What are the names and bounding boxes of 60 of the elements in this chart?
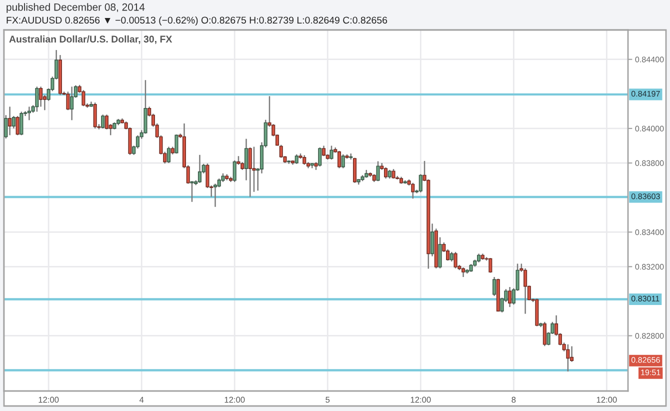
chart-title: Australian Dollar/U.S. Dollar, 30, FX	[9, 35, 172, 44]
x-tick-label: 12:00	[224, 396, 245, 403]
candlestick	[492, 276, 496, 297]
candlestick	[341, 154, 345, 169]
candlestick	[27, 106, 31, 121]
candlestick	[376, 160, 380, 182]
candlestick	[174, 134, 178, 154]
candlestick	[190, 180, 194, 202]
candlestick	[566, 344, 570, 372]
x-tick-label: 5	[326, 396, 330, 403]
candlestick	[337, 150, 342, 169]
annotation: 0.82656	[631, 357, 660, 363]
candlestick	[82, 89, 86, 107]
candlestick	[8, 106, 12, 136]
candlestick	[70, 86, 74, 121]
x-tick-label: 12:00	[38, 396, 59, 403]
candlestick	[430, 223, 434, 257]
candlestick	[166, 146, 170, 164]
x-tick-label: 4	[139, 396, 144, 403]
candlestick	[542, 321, 546, 347]
candlestick	[454, 251, 458, 269]
candlestick	[352, 157, 357, 184]
candlestick	[322, 145, 326, 157]
y-tick-label: 0.83400	[635, 229, 664, 236]
ref-line-label: 0.84197	[631, 90, 660, 97]
candlestick	[93, 102, 97, 130]
y-tick-label: 0.83800	[635, 160, 664, 166]
text: published December 08, 2014	[6, 3, 145, 13]
x-tick-label: 12:00	[596, 396, 617, 403]
candlestick	[438, 236, 442, 269]
y-tick-label: 0.83200	[635, 264, 664, 270]
candlestick	[330, 145, 334, 160]
candlestick	[524, 268, 528, 314]
candlestick	[248, 146, 252, 198]
candlestick	[462, 266, 466, 278]
candlestick	[411, 182, 415, 200]
candlestick	[302, 154, 306, 166]
x-tick-label: 12:00	[410, 396, 431, 403]
candlestick	[450, 251, 454, 262]
x-tick-label: 8	[512, 396, 516, 403]
candlestick	[198, 154, 202, 184]
candlestick	[294, 154, 298, 164]
y-tick-label: 0.84400	[635, 56, 664, 62]
ref-line-label: 0.83011	[631, 296, 660, 302]
candlestick	[244, 138, 248, 181]
candlestick	[20, 111, 24, 136]
candlestick	[101, 114, 105, 130]
y-tick-label: 0.82800	[635, 333, 664, 339]
candlestick	[488, 257, 492, 274]
candlestick	[384, 166, 388, 180]
candlestick	[35, 86, 39, 112]
candlestick	[16, 115, 20, 136]
ref-line-label: 0.83603	[631, 193, 660, 200]
text: 19:51	[641, 370, 660, 376]
chart-subtitle: FX:AUDUSD 0.82656 ▼ −0.00513 (−0.62%) O:0.82675 H:0.82739 L:0.82649 C:0.82656	[6, 16, 388, 26]
candlestick	[318, 146, 322, 168]
candlestick	[232, 160, 236, 183]
candlestick	[39, 86, 43, 108]
candlestick	[508, 286, 512, 308]
y-tick-label: 0.84000	[635, 126, 664, 132]
